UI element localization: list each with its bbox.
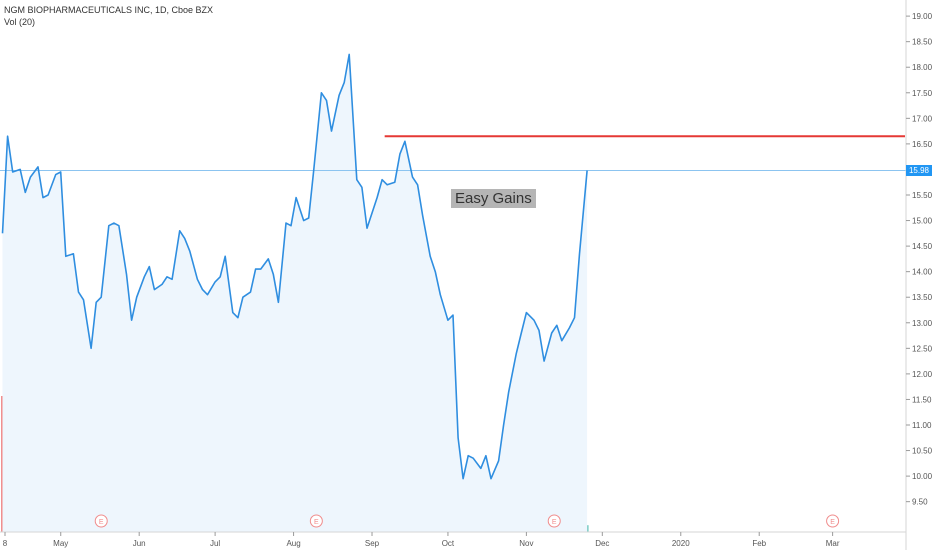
y-tick-label: 15.00: [912, 217, 932, 226]
y-tick-label: 17.00: [912, 114, 932, 123]
earnings-label: E: [552, 519, 557, 526]
chart-title: NGM BIOPHARMACEUTICALS INC, 1D, Cboe BZX: [4, 5, 214, 15]
y-tick-label: 15.50: [912, 191, 932, 200]
price-area-fill: [2, 54, 588, 533]
x-tick-label: Feb: [752, 539, 766, 548]
x-tick-label: 8: [3, 539, 8, 548]
x-tick-label: Mar: [826, 539, 840, 548]
volume-bar: [585, 525, 589, 532]
x-tick-label: Jun: [133, 539, 146, 548]
y-tick-label: 10.50: [912, 447, 932, 456]
easy-gains-annotation[interactable]: Easy Gains: [451, 189, 536, 208]
price-axis[interactable]: 19.0018.5018.0017.5017.0016.5016.0015.50…: [906, 12, 932, 507]
earnings-label: E: [314, 519, 319, 526]
y-tick-label: 14.50: [912, 242, 932, 251]
earnings-icon: [826, 514, 840, 528]
y-tick-label: 12.50: [912, 344, 932, 353]
earnings-icon: [309, 514, 323, 528]
y-tick-label: 13.00: [912, 319, 932, 328]
y-tick-label: 9.50: [912, 498, 928, 507]
y-tick-label: 11.50: [912, 395, 932, 404]
y-tick-label: 18.00: [912, 63, 932, 72]
x-tick-label: Dec: [595, 539, 609, 548]
y-tick-label: 19.00: [912, 12, 932, 21]
y-tick-label: 17.50: [912, 89, 932, 98]
price-series-line: [1, 53, 588, 480]
y-tick-label: 13.50: [912, 293, 932, 302]
y-tick-label: 16.50: [912, 140, 932, 149]
x-tick-label: Sep: [365, 539, 380, 548]
y-tick-label: 12.00: [912, 370, 932, 379]
x-tick-label: May: [53, 539, 68, 548]
earnings-label: E: [99, 519, 104, 526]
time-axis[interactable]: 8 May Jun Jul Aug Sep Oct Nov Dec 2020 Feb Mar: [3, 532, 840, 548]
last-price-tag: 15.98: [906, 165, 932, 176]
x-tick-label: Oct: [442, 539, 455, 548]
earnings-label: E: [830, 519, 835, 526]
y-tick-label: 11.00: [912, 421, 932, 430]
x-tick-label: Aug: [286, 539, 300, 548]
x-tick-label: Jul: [210, 539, 220, 548]
y-tick-label: 14.00: [912, 268, 932, 277]
volume-indicator-label[interactable]: Vol (20): [4, 17, 36, 27]
earnings-icon: [94, 514, 108, 528]
y-tick-label: 18.50: [912, 38, 932, 47]
x-tick-label: Nov: [519, 539, 533, 548]
y-tick-label: 10.00: [912, 472, 932, 481]
x-tick-label: 2020: [672, 539, 690, 548]
earnings-icon: [547, 514, 561, 528]
